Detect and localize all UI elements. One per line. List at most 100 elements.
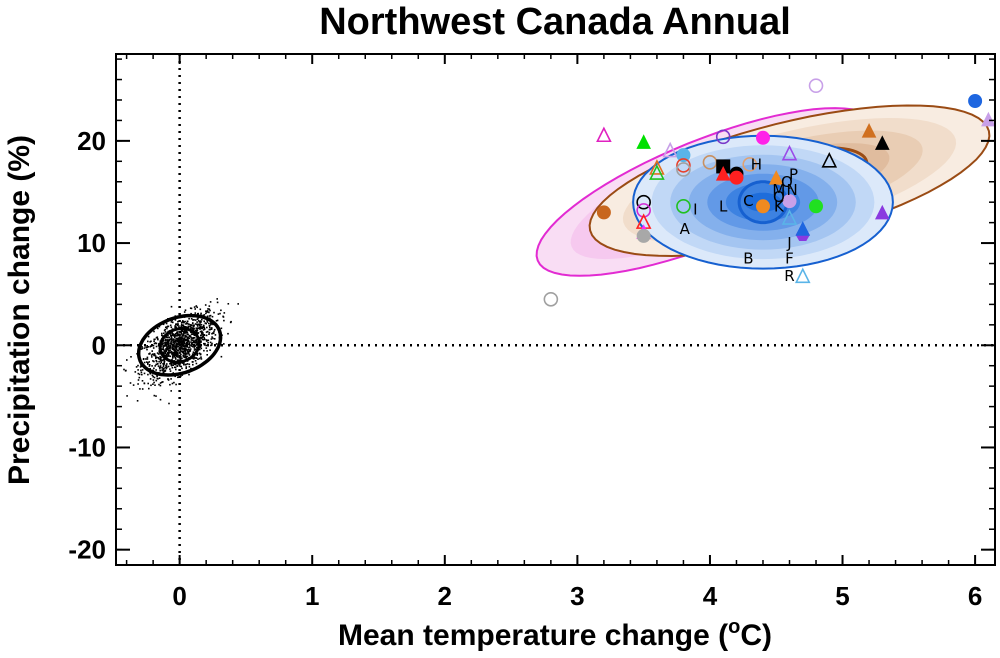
noise-point: [180, 345, 182, 348]
noise-point: [162, 348, 165, 351]
plot-frame: [115, 53, 996, 566]
noise-point: [207, 339, 210, 342]
noise-point: [200, 340, 202, 343]
noise-point: [181, 351, 184, 354]
noise-point: [159, 366, 162, 368]
noise-point: [183, 363, 185, 366]
noise-point: [184, 344, 187, 347]
noise-point: [191, 337, 193, 339]
noise-point: [180, 365, 182, 368]
noise-point: [194, 319, 197, 321]
model-point-circle: [715, 129, 731, 145]
noise-point: [137, 369, 139, 371]
noise-point: [168, 336, 171, 339]
noise-point: [206, 354, 208, 356]
noise-point: [173, 381, 175, 384]
noise-point: [200, 312, 202, 315]
noise-point: [203, 324, 205, 327]
noise-point: [166, 327, 168, 330]
noise-point: [169, 383, 171, 386]
noise-point: [151, 356, 153, 358]
noise-point: [161, 343, 164, 345]
noise-point: [205, 344, 208, 347]
noise-point: [159, 369, 161, 372]
noise-point: [153, 353, 156, 355]
noise-point: [196, 327, 198, 330]
noise-point: [147, 382, 149, 385]
model-letter-O: O: [773, 188, 785, 206]
noise-point: [149, 378, 152, 380]
noise-point: [175, 342, 178, 345]
noise-point: [179, 335, 181, 338]
noise-point: [149, 345, 152, 348]
noise-point: [204, 342, 206, 345]
model-letter-I: I: [693, 200, 697, 218]
noise-point: [153, 340, 155, 342]
noise-point: [175, 348, 178, 350]
noise-point: [166, 363, 168, 365]
noise-point: [203, 342, 205, 345]
model-letter-P: P: [789, 166, 798, 184]
noise-point: [188, 346, 190, 349]
model-point-triangle: [795, 221, 811, 236]
noise-point: [143, 372, 146, 375]
noise-point: [212, 332, 214, 335]
noise-point: [162, 371, 165, 373]
noise-point: [139, 366, 142, 368]
noise-point: [198, 352, 201, 355]
noise-point: [192, 319, 194, 321]
noise-point: [193, 337, 196, 339]
noise-point: [198, 326, 201, 329]
model-letter-M: M: [772, 181, 785, 199]
noise-point: [126, 395, 128, 397]
noise-point: [170, 338, 172, 340]
noise-point: [159, 359, 162, 361]
noise-point: [185, 363, 187, 366]
noise-point: [160, 356, 162, 359]
noise-point: [155, 345, 158, 348]
model-point-circle: [808, 78, 824, 93]
noise-point: [189, 349, 192, 352]
noise-point: [185, 355, 188, 358]
noise-point: [223, 343, 225, 345]
noise-point: [180, 340, 183, 343]
noise-point: [124, 370, 127, 372]
noise-point: [193, 334, 196, 337]
noise-point: [189, 335, 191, 338]
noise-point: [166, 355, 169, 357]
noise-point: [217, 313, 220, 315]
noise-point: [184, 349, 186, 352]
noise-point: [220, 309, 222, 312]
noise-point: [203, 320, 205, 323]
noise-point: [175, 368, 177, 371]
noise-point: [151, 353, 154, 355]
noise-point: [136, 400, 139, 402]
noise-point: [153, 394, 156, 397]
noise-point: [162, 323, 165, 326]
noise-point: [183, 348, 185, 350]
noise-point: [166, 343, 169, 345]
noise-point: [180, 348, 182, 350]
noise-point: [176, 339, 178, 341]
noise-point: [197, 358, 199, 360]
model-point-circle: [729, 170, 744, 185]
noise-point: [148, 365, 151, 367]
noise-point: [211, 327, 213, 329]
noise-point: [199, 327, 202, 329]
noise-point: [188, 323, 190, 325]
noise-point: [171, 334, 174, 337]
noise-point: [193, 345, 196, 347]
noise-point: [170, 339, 173, 341]
model-point-circle: [636, 194, 651, 210]
model-point-triangle: [981, 111, 995, 127]
model-point-circle: [676, 198, 691, 214]
noise-point: [182, 335, 185, 337]
noise-point: [126, 359, 128, 361]
noise-point: [164, 366, 167, 369]
noise-point: [154, 365, 156, 367]
noise-point: [172, 353, 174, 356]
noise-point: [146, 361, 148, 363]
noise-point: [161, 381, 163, 384]
noise-point: [164, 345, 167, 347]
noise-point: [159, 355, 161, 358]
